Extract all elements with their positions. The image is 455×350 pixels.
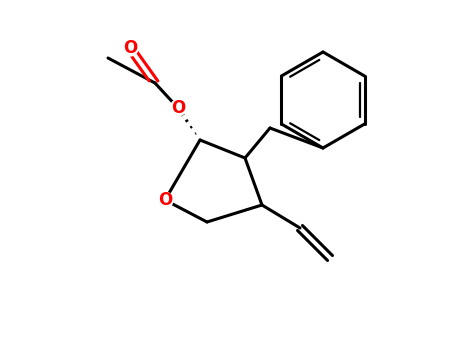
Circle shape [170,100,186,116]
Text: O: O [171,99,185,117]
Circle shape [122,40,138,56]
Circle shape [157,192,173,208]
Text: O: O [123,39,137,57]
Text: O: O [158,191,172,209]
